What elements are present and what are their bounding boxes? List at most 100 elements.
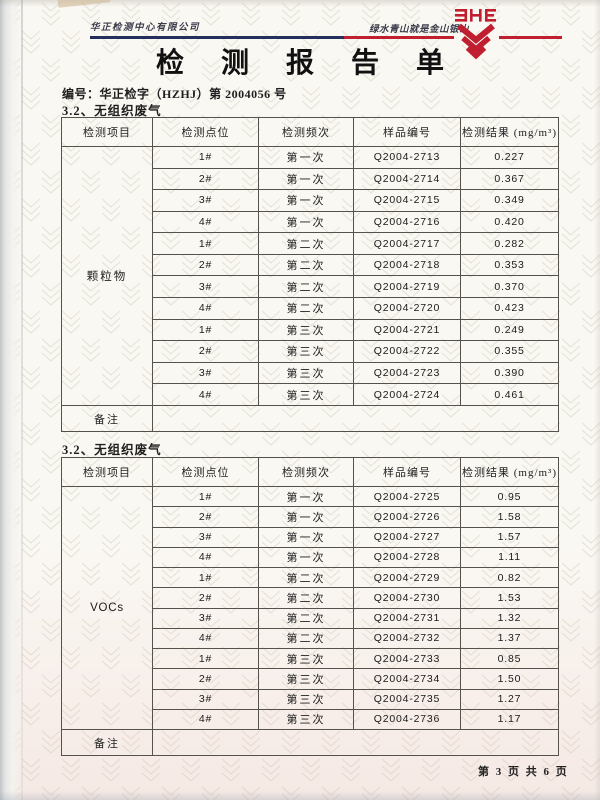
result-cell: 1.50 bbox=[460, 668, 559, 690]
col-header-result: 检测结果 (mg/m³) bbox=[460, 457, 559, 487]
letterhead-rule-red-right bbox=[499, 36, 562, 39]
freq-cell: 第一次 bbox=[258, 210, 354, 234]
point-cell: 3# bbox=[152, 688, 259, 710]
huazheng-shield-logo bbox=[455, 9, 496, 60]
table-row: 1# 第二次 Q2004-2717 0.282 bbox=[62, 232, 559, 255]
remark-row: 备注 bbox=[61, 729, 559, 756]
col-header-sample: 样品编号 bbox=[353, 117, 461, 147]
letterhead-rule-navy bbox=[90, 36, 344, 39]
freq-cell: 第二次 bbox=[258, 232, 354, 255]
sample-cell: Q2004-2721 bbox=[353, 318, 461, 342]
scan-edge-left bbox=[0, 0, 22, 800]
freq-cell: 第二次 bbox=[258, 297, 354, 320]
point-cell: 1# bbox=[152, 146, 259, 169]
result-cell: 0.390 bbox=[460, 361, 559, 385]
freq-cell: 第三次 bbox=[258, 340, 354, 363]
sample-cell: Q2004-2729 bbox=[353, 566, 461, 589]
table-vocs: 检测项目 检测点位 检测频次 样品编号 检测结果 (mg/m³) VOCs 1#… bbox=[61, 457, 559, 756]
freq-cell: 第三次 bbox=[258, 688, 354, 710]
freq-cell: 第一次 bbox=[258, 146, 354, 169]
freq-cell: 第二次 bbox=[258, 587, 354, 609]
sample-cell: Q2004-2735 bbox=[353, 688, 461, 710]
table-row: 2# 第二次 Q2004-2730 1.53 bbox=[62, 587, 559, 609]
point-cell: 1# bbox=[152, 485, 259, 508]
letterhead-rule-red bbox=[344, 36, 454, 39]
sample-cell: Q2004-2728 bbox=[353, 546, 461, 569]
doc-number: 编号：华正检字（HZHJ）第 2004056 号 bbox=[62, 87, 287, 101]
point-cell: 4# bbox=[152, 297, 259, 320]
result-cell: 0.355 bbox=[460, 340, 559, 363]
scan-edge-top bbox=[0, 0, 600, 7]
result-cell: 0.349 bbox=[460, 189, 559, 212]
table-row: 3# 第三次 Q2004-2723 0.390 bbox=[62, 361, 559, 385]
remark-label-cell: 备注 bbox=[61, 729, 153, 756]
point-cell: 3# bbox=[152, 607, 259, 629]
item-cell: VOCs bbox=[61, 486, 153, 730]
sample-cell: Q2004-2720 bbox=[353, 297, 461, 320]
table-row: 1# 第二次 Q2004-2729 0.82 bbox=[62, 566, 559, 589]
sample-cell: Q2004-2713 bbox=[353, 146, 461, 169]
result-cell: 0.461 bbox=[460, 383, 559, 406]
point-cell: 4# bbox=[152, 627, 259, 650]
scan-edge-bottom bbox=[0, 791, 600, 800]
table-row: 3# 第二次 Q2004-2719 0.370 bbox=[62, 275, 559, 299]
sample-cell: Q2004-2732 bbox=[353, 627, 461, 650]
sample-cell: Q2004-2727 bbox=[353, 526, 461, 548]
result-cell: 0.423 bbox=[460, 297, 559, 320]
result-cell: 0.353 bbox=[460, 253, 559, 277]
sample-cell: Q2004-2733 bbox=[353, 647, 461, 670]
sample-cell: Q2004-2714 bbox=[353, 167, 461, 191]
freq-cell: 第一次 bbox=[258, 485, 354, 508]
sample-cell: Q2004-2716 bbox=[353, 210, 461, 234]
col-header-item: 检测项目 bbox=[61, 457, 153, 487]
scan-crease bbox=[21, 0, 23, 800]
point-cell: 3# bbox=[152, 526, 259, 548]
table-row: 2# 第三次 Q2004-2734 1.50 bbox=[62, 668, 559, 690]
freq-cell: 第一次 bbox=[258, 167, 354, 191]
point-cell: 2# bbox=[152, 587, 259, 609]
result-cell: 1.58 bbox=[460, 506, 559, 528]
section-title-1: 3.2、无组织废气 bbox=[62, 104, 162, 118]
point-cell: 2# bbox=[152, 668, 259, 690]
point-cell: 1# bbox=[152, 566, 259, 589]
sample-cell: Q2004-2718 bbox=[353, 253, 461, 277]
result-cell: 0.370 bbox=[460, 275, 559, 299]
section-title-2: 3.2、无组织废气 bbox=[62, 443, 162, 457]
result-cell: 0.82 bbox=[460, 566, 559, 589]
point-cell: 2# bbox=[152, 506, 259, 528]
result-cell: 1.32 bbox=[460, 607, 559, 629]
col-header-sample: 样品编号 bbox=[353, 457, 461, 487]
freq-cell: 第三次 bbox=[258, 647, 354, 670]
page-footer: 第 3 页 共 6 页 bbox=[478, 766, 569, 778]
point-cell: 1# bbox=[152, 647, 259, 670]
table-row: 2# 第三次 Q2004-2722 0.355 bbox=[62, 340, 559, 363]
point-cell: 3# bbox=[152, 189, 259, 212]
freq-cell: 第一次 bbox=[258, 506, 354, 528]
result-cell: 0.85 bbox=[460, 647, 559, 670]
col-header-point: 检测点位 bbox=[152, 117, 259, 147]
freq-cell: 第一次 bbox=[258, 546, 354, 569]
freq-cell: 第一次 bbox=[258, 189, 354, 212]
table-row: 3# 第二次 Q2004-2731 1.32 bbox=[62, 607, 559, 629]
sample-cell: Q2004-2717 bbox=[353, 232, 461, 255]
result-cell: 0.227 bbox=[460, 146, 559, 169]
result-cell: 1.53 bbox=[460, 587, 559, 609]
point-cell: 2# bbox=[152, 340, 259, 363]
freq-cell: 第三次 bbox=[258, 668, 354, 690]
table-row: 2# 第二次 Q2004-2718 0.353 bbox=[62, 253, 559, 277]
freq-cell: 第二次 bbox=[258, 607, 354, 629]
point-cell: 4# bbox=[152, 708, 259, 731]
freq-cell: 第二次 bbox=[258, 566, 354, 589]
slogan-text: 绿水青山就是金山银山 bbox=[369, 25, 470, 35]
remark-value-cell bbox=[152, 405, 559, 432]
point-cell: 1# bbox=[152, 318, 259, 342]
point-cell: 3# bbox=[152, 361, 259, 385]
freq-cell: 第一次 bbox=[258, 526, 354, 548]
company-name: 华正检测中心有限公司 bbox=[90, 23, 201, 33]
col-header-result: 检测结果 (mg/m³) bbox=[460, 117, 559, 147]
table-row: 4# 第二次 Q2004-2732 1.37 bbox=[62, 627, 559, 650]
result-cell: 1.17 bbox=[460, 708, 559, 731]
col-header-item: 检测项目 bbox=[61, 117, 153, 147]
